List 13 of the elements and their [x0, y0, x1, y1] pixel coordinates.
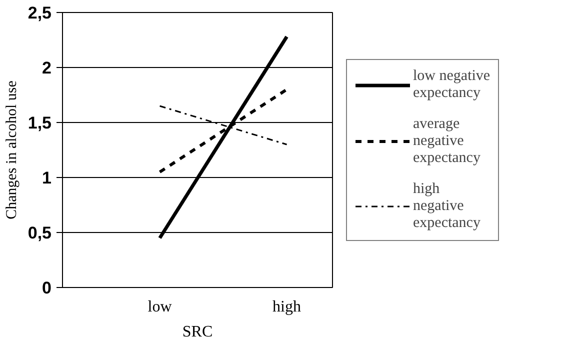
y-tick-label: 1,5: [28, 114, 52, 132]
legend-label: high negative expectancy: [413, 180, 480, 232]
legend-label: low negative expectancy: [413, 68, 490, 102]
x-tick-label: low: [148, 298, 172, 316]
y-tick-label: 0,5: [28, 224, 52, 242]
y-axis-title: Changes in alcohol use: [4, 80, 20, 220]
y-tick-label: 1: [42, 168, 52, 188]
y-tick-label: 0: [42, 278, 52, 298]
legend-label: average negative expectancy: [413, 116, 480, 166]
y-tick-label: 2,5: [28, 4, 52, 22]
x-axis-title: SRC: [182, 324, 213, 340]
x-tick-label: high: [272, 298, 302, 316]
y-tick-label: 2: [42, 58, 52, 78]
